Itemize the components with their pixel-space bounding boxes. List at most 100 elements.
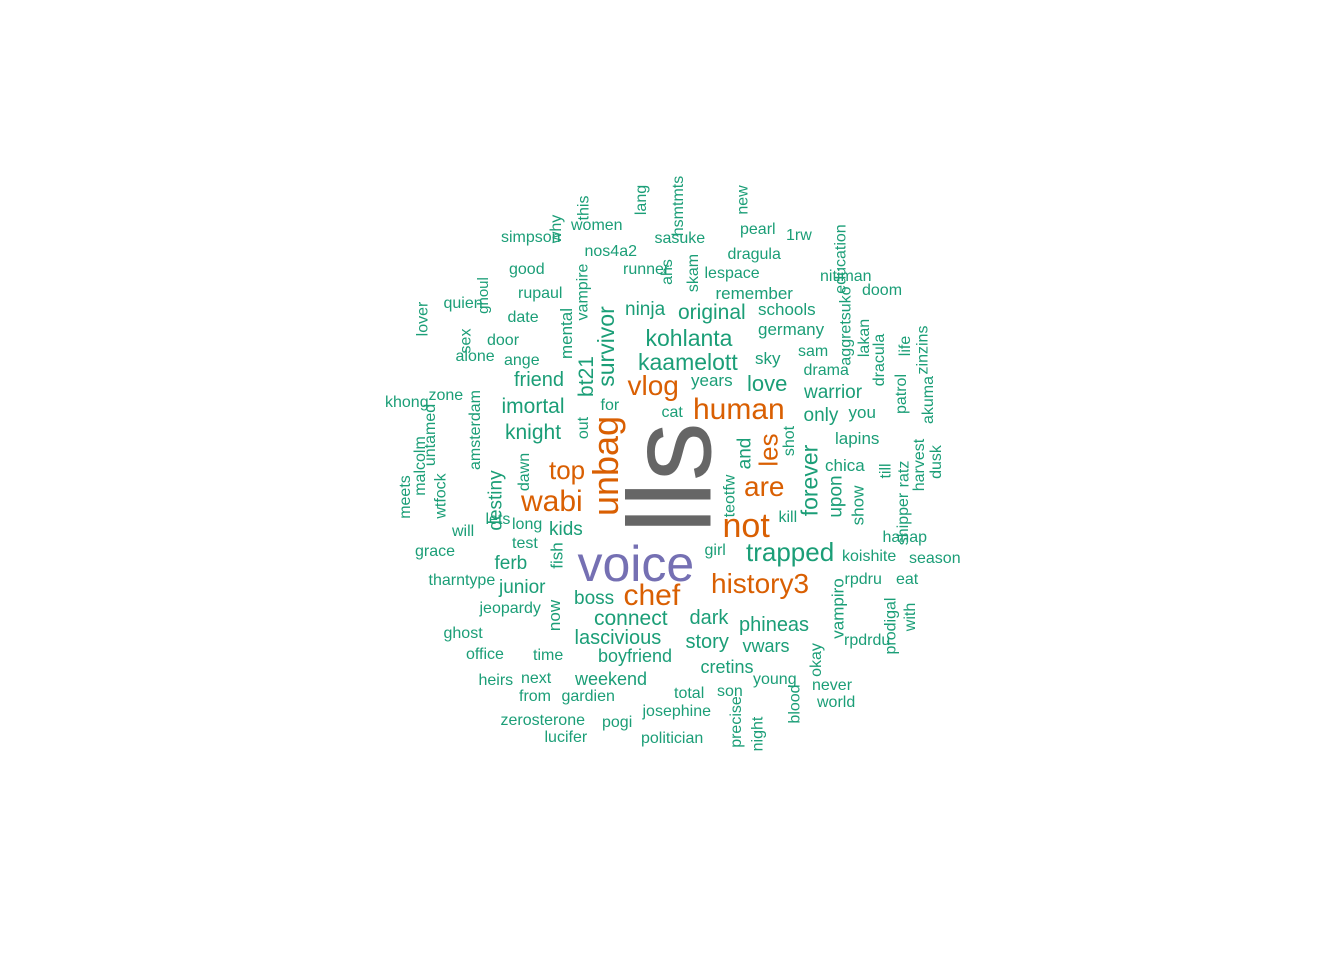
- word-cloud-word: original: [678, 300, 746, 324]
- word-cloud-word: zinzins: [913, 325, 931, 375]
- word-cloud-word: years: [691, 370, 733, 390]
- word-cloud-word: blood: [786, 684, 804, 724]
- word-cloud-word: lls: [604, 422, 737, 534]
- word-cloud-word: total: [674, 685, 705, 702]
- word-cloud-word: till: [877, 463, 895, 479]
- word-cloud-word: trapped: [746, 537, 835, 567]
- word-cloud-word: lespace: [704, 265, 760, 282]
- word-cloud-word: from: [519, 688, 551, 705]
- word-cloud-word: will: [452, 523, 475, 540]
- word-cloud-word: patrol: [893, 373, 911, 415]
- word-cloud-word: good: [509, 261, 545, 278]
- word-cloud-word: cat: [661, 404, 683, 421]
- word-cloud-word: harvest: [911, 438, 929, 492]
- word-cloud-word: drama: [803, 362, 849, 379]
- word-cloud-word: rpdru: [844, 571, 882, 588]
- word-cloud-word: sasuke: [654, 230, 706, 247]
- word-cloud-word: nitiman: [820, 268, 872, 285]
- word-cloud-word: teotfw: [720, 474, 738, 518]
- word-cloud-word: rpdrdu: [844, 632, 891, 649]
- word-cloud-word: son: [717, 683, 743, 700]
- word-cloud-word: with: [902, 602, 920, 632]
- word-cloud-word: bt21: [574, 355, 598, 397]
- word-cloud-word: jeopardy: [479, 600, 541, 617]
- word-cloud-word: history3: [711, 568, 810, 599]
- word-cloud-word: ferb: [494, 552, 528, 574]
- word-cloud-word: kohlanta: [645, 324, 733, 351]
- word-cloud-word: sam: [798, 343, 829, 360]
- word-cloud-word: simpson: [501, 229, 561, 246]
- word-cloud-word: office: [466, 646, 504, 663]
- word-cloud-word: forever: [796, 444, 823, 516]
- word-cloud-word: and: [734, 437, 756, 469]
- word-cloud-word: dusk: [927, 445, 945, 479]
- word-cloud-word: wtfock: [432, 473, 450, 519]
- word-cloud-word: untamed: [422, 403, 440, 467]
- word-cloud-word: are: [744, 471, 785, 502]
- word-cloud-word: lets: [485, 511, 511, 528]
- word-cloud-word: season: [909, 550, 961, 567]
- word-cloud-word: imortal: [501, 394, 565, 418]
- word-cloud-word: next: [521, 670, 552, 687]
- word-cloud-word: gardien: [561, 688, 615, 705]
- word-cloud-word: remember: [715, 283, 793, 303]
- word-cloud-word: hanap: [882, 529, 928, 546]
- word-cloud-word: time: [533, 647, 564, 664]
- word-cloud-word: boss: [574, 587, 615, 609]
- word-cloud-word: germany: [758, 319, 825, 339]
- word-cloud-word: friend: [514, 369, 565, 391]
- word-cloud-word: dracula: [871, 333, 889, 387]
- word-cloud-word: aggretsuko: [837, 286, 855, 366]
- word-cloud-word: kaamelott: [638, 348, 738, 375]
- word-cloud-word: chef: [623, 579, 681, 612]
- word-cloud-word: pogi: [602, 714, 633, 731]
- word-cloud-word: rupaul: [518, 285, 563, 302]
- word-cloud-word: you: [848, 402, 876, 422]
- word-cloud-word: akuma: [920, 375, 938, 425]
- word-cloud-word: eat: [896, 571, 919, 588]
- word-cloud-word: weekend: [575, 669, 648, 689]
- word-cloud-word: only: [803, 404, 839, 426]
- word-cloud-word: for: [600, 397, 620, 414]
- word-cloud-word: josephine: [642, 703, 712, 720]
- word-cloud-word: fish: [547, 541, 567, 569]
- word-cloud-word: ghost: [443, 625, 483, 642]
- word-cloud-word: dawn: [516, 452, 534, 492]
- word-cloud-word: 1rw: [786, 227, 812, 244]
- word-cloud-word: young: [753, 671, 797, 688]
- word-cloud-word: story: [685, 631, 729, 653]
- word-cloud-word: door: [487, 332, 520, 349]
- word-cloud-word: dark: [689, 607, 729, 629]
- word-cloud-word: connect: [594, 606, 668, 630]
- word-cloud-word: warrior: [804, 381, 863, 403]
- word-cloud-word: heirs: [478, 672, 514, 689]
- word-cloud-word: out: [575, 416, 593, 440]
- word-cloud-word: lover: [413, 301, 431, 337]
- word-cloud-word: long: [512, 516, 543, 533]
- word-cloud-word: not: [722, 507, 770, 545]
- word-cloud-word: test: [512, 535, 538, 552]
- word-cloud-word: runner: [623, 261, 670, 278]
- word-cloud-word: show: [848, 485, 868, 525]
- word-cloud-word: quien: [443, 295, 483, 312]
- word-cloud-word: vlog: [627, 370, 679, 401]
- word-cloud-word: night: [748, 716, 766, 752]
- word-cloud-word: vampire: [573, 263, 591, 321]
- word-cloud-word: tharntype: [428, 572, 496, 589]
- word-cloud-word: lascivious: [574, 627, 662, 649]
- word-cloud-word: politician: [641, 730, 704, 747]
- word-cloud-word: chica: [825, 455, 865, 475]
- word-cloud-word: les: [753, 433, 784, 467]
- word-cloud-word: ahs: [658, 259, 676, 285]
- word-cloud-word: kids: [549, 518, 583, 540]
- word-cloud-word: top: [549, 455, 586, 485]
- word-cloud-word: boyfriend: [598, 646, 673, 666]
- word-cloud-word: lang: [633, 184, 651, 216]
- word-cloud-word: world: [817, 694, 856, 711]
- word-cloud-word: zerosterone: [500, 712, 586, 729]
- word-cloud-word: meets: [396, 475, 414, 519]
- word-cloud-word: date: [507, 309, 539, 326]
- word-cloud-word: vwars: [742, 636, 790, 656]
- word-cloud-word: ghoul: [474, 276, 492, 314]
- word-cloud-word: khong: [385, 394, 429, 411]
